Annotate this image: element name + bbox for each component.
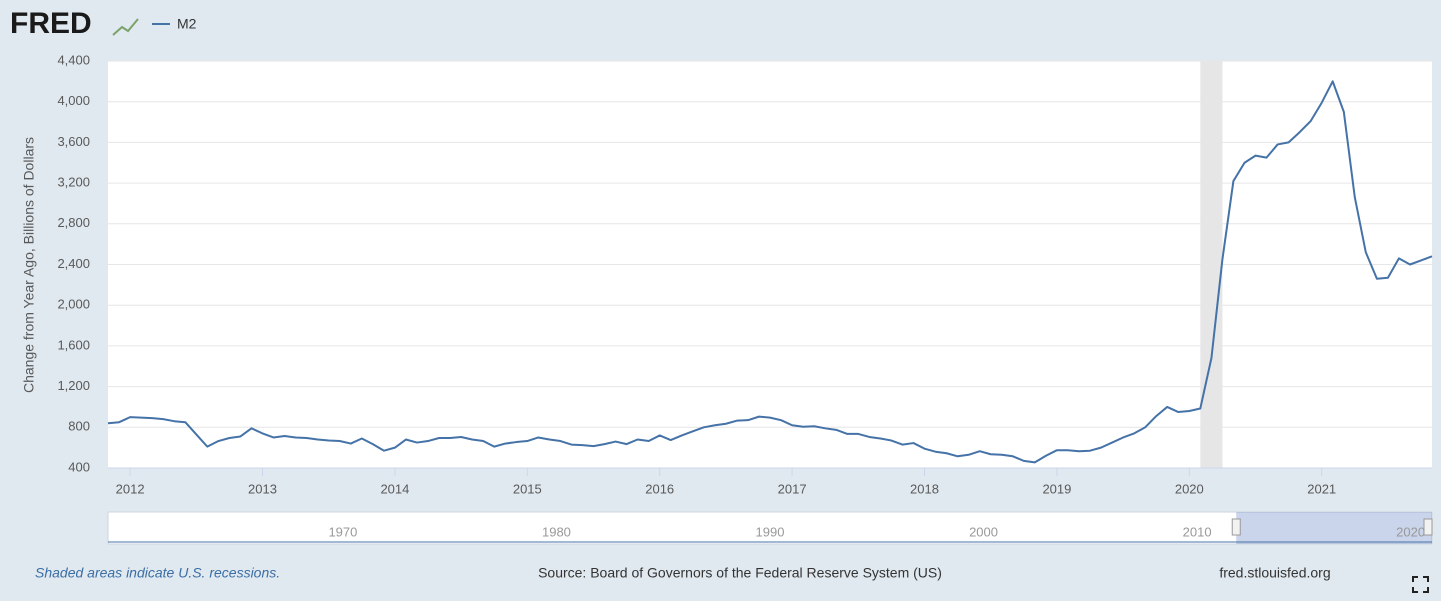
x-tick-label: 2019 (1042, 481, 1071, 496)
logo: FRED (10, 7, 92, 40)
navigator-tick-label: 2020 (1396, 524, 1425, 539)
x-tick-label: 2012 (116, 481, 145, 496)
fullscreen-button[interactable] (1412, 576, 1429, 593)
y-tick-label: 2,800 (57, 215, 90, 230)
y-tick-label: 3,200 (57, 175, 90, 190)
y-tick-label: 3,600 (57, 134, 90, 149)
navigator-tick-label: 2010 (1183, 524, 1212, 539)
y-tick-label: 1,600 (57, 337, 90, 352)
x-tick-label: 2017 (778, 481, 807, 496)
y-tick-label: 400 (68, 459, 90, 474)
navigator-tick-label: 2000 (969, 524, 998, 539)
y-tick-label: 2,400 (57, 256, 90, 271)
x-tick-label: 2015 (513, 481, 542, 496)
x-tick-label: 2016 (645, 481, 674, 496)
navigator-handle[interactable] (1423, 518, 1433, 536)
x-tick-label: 2014 (380, 481, 409, 496)
y-tick-label: 4,400 (57, 52, 90, 67)
data-line (107, 80, 1433, 464)
y-tick-label: 4,000 (57, 93, 90, 108)
legend-label: M2 (177, 16, 197, 32)
navigator[interactable] (107, 511, 1433, 545)
navigator-handle[interactable] (1231, 518, 1241, 536)
y-tick-label: 2,000 (57, 297, 90, 312)
navigator-selection (1236, 512, 1432, 544)
x-tick-label: 2020 (1175, 481, 1204, 496)
y-axis-title: Change from Year Ago, Billions of Dollar… (21, 137, 37, 393)
site: fred.stlouisfed.org (1219, 565, 1330, 581)
y-tick-label: 1,200 (57, 378, 90, 393)
x-tick-label: 2021 (1307, 481, 1336, 496)
y-tick-label: 800 (68, 419, 90, 434)
recession-note: Shaded areas indicate U.S. recessions. (35, 565, 280, 581)
x-tick-label: 2013 (248, 481, 277, 496)
navigator-tick-label: 1970 (328, 524, 357, 539)
navigator-tick-label: 1990 (756, 524, 785, 539)
navigator-tick-label: 1980 (542, 524, 571, 539)
logo-icon (112, 18, 139, 36)
source: Source: Board of Governors of the Federa… (538, 565, 942, 581)
x-tick-label: 2018 (910, 481, 939, 496)
